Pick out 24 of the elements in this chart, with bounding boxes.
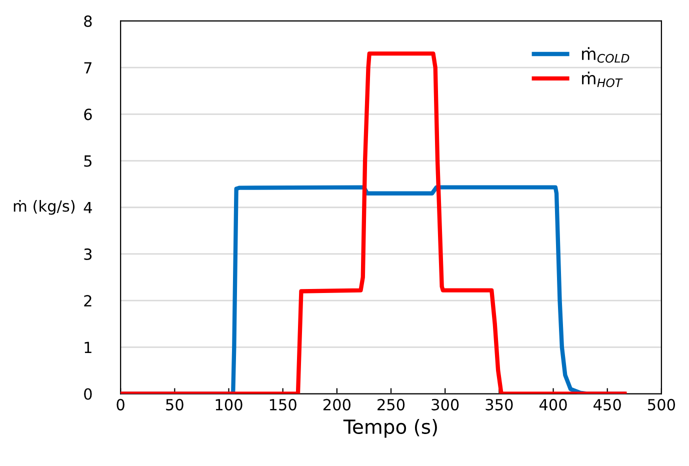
y-tick-label: 1 (84, 342, 92, 353)
legend-label: ṁ$_{HOT}$ (582, 72, 623, 88)
x-tick-label: 350 (486, 398, 513, 410)
x-tick-label: 400 (539, 398, 567, 410)
x-tick-label: 500 (648, 398, 676, 410)
y-tick-label: 2 (84, 295, 92, 306)
x-tick-label: 150 (270, 398, 296, 410)
x-tick-label: 300 (432, 398, 459, 410)
y-tick-label: 5 (84, 155, 92, 167)
y-tick-label: 0 (84, 388, 92, 400)
x-tick-label: 200 (323, 398, 350, 410)
y-tick-label: 8 (84, 15, 92, 27)
legend-label: ṁ$_{COLD}$ (582, 47, 630, 63)
y-tick-label: 4 (84, 202, 92, 214)
y-tick-label: 7 (84, 62, 92, 74)
x-axis-title: Tempo (s) (343, 418, 437, 438)
x-tick-label: 100 (216, 398, 242, 410)
x-tick-label: 250 (378, 398, 405, 410)
y-axis-title: ṁ (kg/s) (14, 200, 75, 215)
x-tick-label: 450 (594, 398, 621, 410)
x-tick-label: 50 (166, 398, 184, 410)
y-tick-label: 6 (84, 108, 92, 120)
x-tick-label: 0 (116, 398, 124, 410)
y-tick-label: 3 (84, 248, 92, 260)
